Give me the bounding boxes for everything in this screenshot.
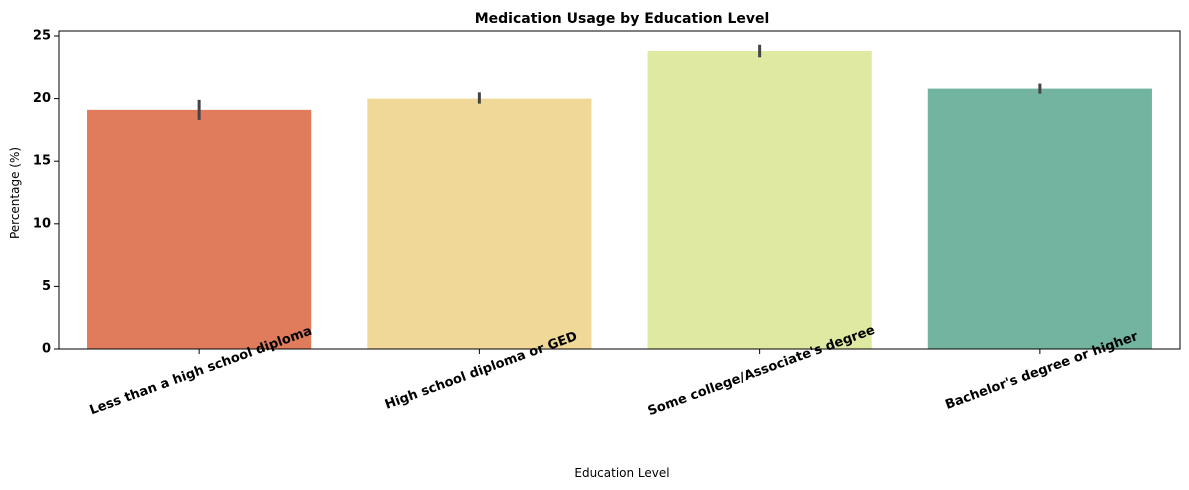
bar-4 <box>927 88 1152 350</box>
plot-frame <box>58 30 1181 350</box>
bar-2 <box>367 98 592 350</box>
bar-1 <box>87 109 312 349</box>
chart-title: Medication Usage by Education Level <box>475 11 770 27</box>
y-tick-label-0: 0 <box>42 342 51 357</box>
y-tick-label-3: 15 <box>33 154 51 169</box>
y-tick-label-4: 20 <box>33 91 51 106</box>
x-axis-label: Education Level <box>574 466 669 480</box>
y-tick-label-1: 5 <box>42 279 51 294</box>
y-axis-label: Percentage (%) <box>8 147 22 239</box>
y-tick-label-5: 25 <box>33 29 51 44</box>
bar-3 <box>647 51 872 349</box>
y-tick-label-2: 10 <box>33 216 51 231</box>
plot-area <box>87 44 1152 350</box>
